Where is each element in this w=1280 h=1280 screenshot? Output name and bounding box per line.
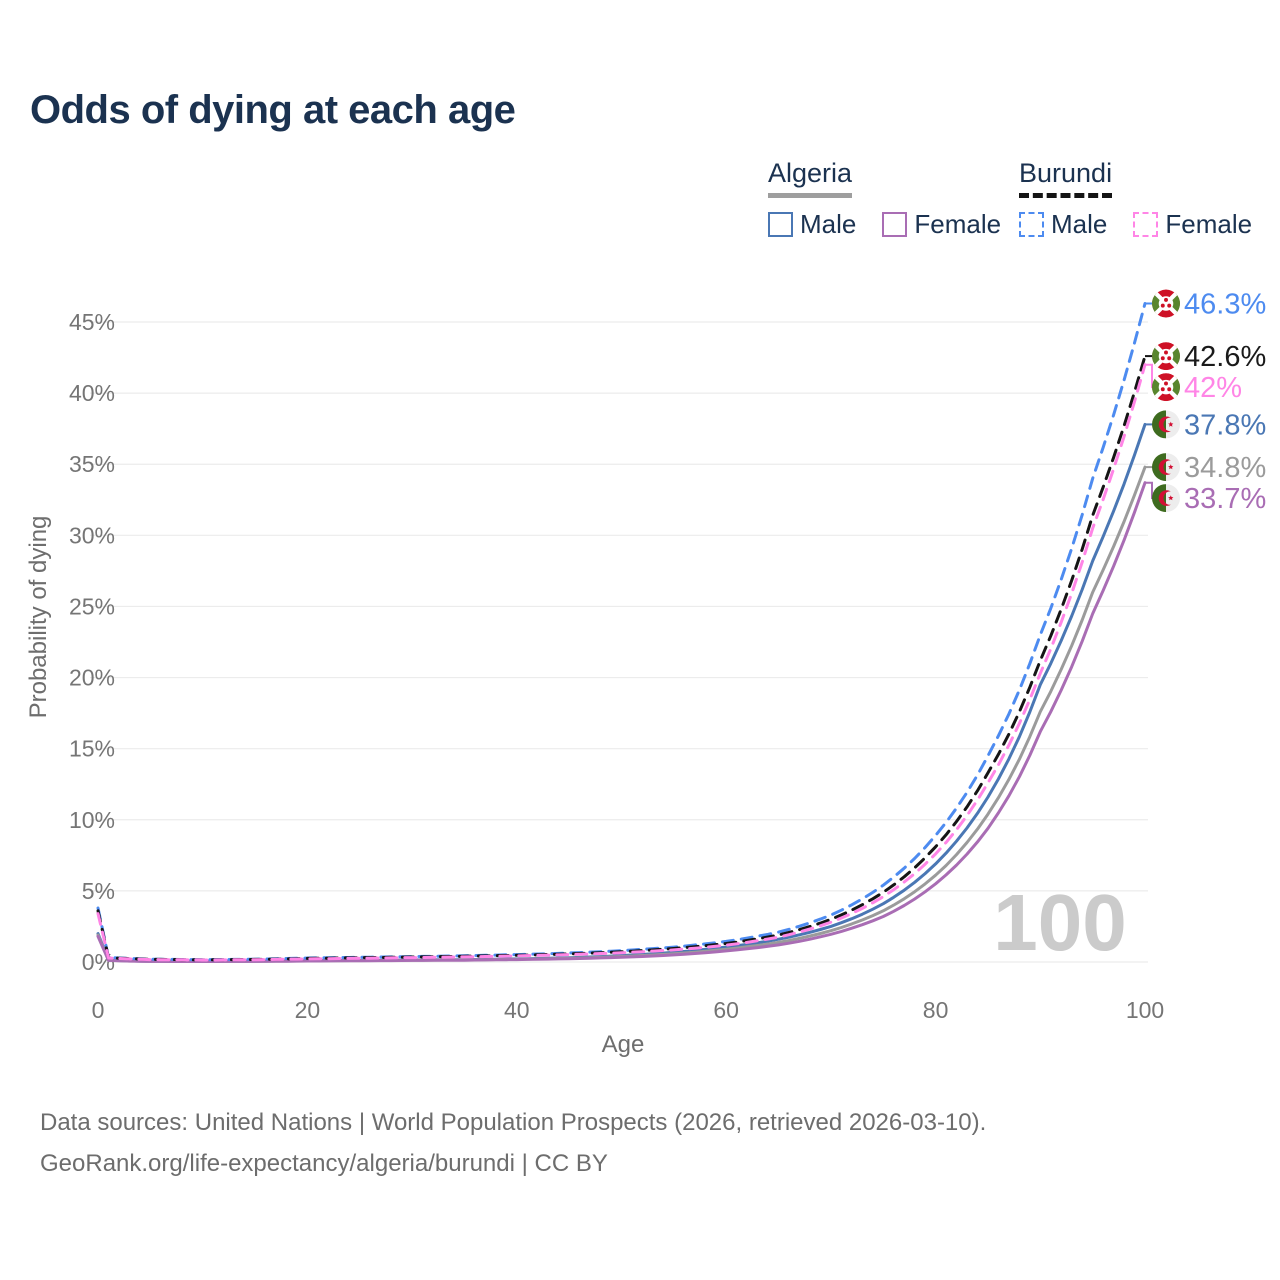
burundi-female-swatch-icon[interactable] <box>1133 212 1159 237</box>
y-tick-label: 30% <box>69 522 115 548</box>
x-axis-label: Age <box>602 1031 645 1058</box>
legend-label-burundi-female: Female <box>1165 209 1253 239</box>
legend-country-algeria: Algeria <box>768 158 853 198</box>
y-tick-label: 10% <box>69 807 115 833</box>
algeria-male-swatch-icon[interactable] <box>768 212 793 237</box>
y-tick-label: 40% <box>69 380 115 406</box>
y-tick-label: 20% <box>69 665 115 691</box>
end-label-algeria_male: 37.8% <box>1184 409 1266 441</box>
end-label-algeria_female: 33.7% <box>1184 483 1266 515</box>
y-tick-label: 45% <box>69 309 115 335</box>
x-tick-label: 0 <box>92 997 105 1023</box>
x-tick-label: 80 <box>923 997 949 1023</box>
x-tick-label: 100 <box>1126 997 1164 1023</box>
legend-country-burundi: Burundi <box>1019 158 1113 198</box>
end-label-algeria_total: 34.8% <box>1184 452 1266 484</box>
page-title: Odds of dying at each age <box>30 88 516 132</box>
burundi-flag-icon <box>1152 289 1180 318</box>
footer: Data sources: United Nations | World Pop… <box>40 1102 986 1184</box>
y-tick-label: 0% <box>82 949 115 975</box>
algeria-flag-icon <box>1152 484 1180 513</box>
legend: Algeria Male Female Burundi Male Female <box>0 158 1280 258</box>
series-line-algeria_female[interactable] <box>96 481 1147 963</box>
y-tick-label: 35% <box>69 451 115 477</box>
x-tick-label: 40 <box>504 997 530 1023</box>
age-counter-watermark: 100 <box>993 878 1126 967</box>
series-line-algeria_male[interactable] <box>96 422 1147 963</box>
legend-label-algeria-male: Male <box>800 209 857 239</box>
series-line-burundi_female[interactable] <box>96 363 1147 962</box>
footer-attribution-line: GeoRank.org/life-expectancy/algeria/buru… <box>40 1150 608 1177</box>
legend-item-burundi-male[interactable]: Male <box>1019 209 1107 240</box>
algeria-flag-icon <box>1152 453 1180 482</box>
y-tick-label: 15% <box>69 736 115 762</box>
x-tick-label: 20 <box>295 997 321 1023</box>
legend-items-burundi: Male Female <box>1019 209 1252 240</box>
end-label-burundi_male: 46.3% <box>1184 289 1266 321</box>
algeria-female-swatch-icon[interactable] <box>882 212 908 237</box>
footer-sources-line: Data sources: United Nations | World Pop… <box>40 1109 987 1136</box>
end-label-burundi_female: 42% <box>1184 372 1242 404</box>
legend-label-algeria-female: Female <box>914 209 1002 239</box>
end-label-burundi_total: 42.6% <box>1184 341 1266 373</box>
x-tick-label: 60 <box>713 997 739 1023</box>
burundi-flag-icon <box>1152 342 1180 371</box>
series-line-algeria_total[interactable] <box>96 465 1147 963</box>
burundi-male-swatch-icon[interactable] <box>1019 212 1044 237</box>
burundi-flag-icon <box>1152 373 1180 402</box>
series-line-burundi_male[interactable] <box>96 302 1147 962</box>
legend-item-algeria-female[interactable]: Female <box>882 209 1001 240</box>
legend-group-algeria: Algeria Male Female <box>768 158 1001 240</box>
y-tick-label: 5% <box>82 878 115 904</box>
legend-label-burundi-male: Male <box>1051 209 1108 239</box>
legend-group-burundi: Burundi Male Female <box>1019 158 1252 240</box>
series-line-burundi_total[interactable] <box>96 354 1147 962</box>
y-tick-label: 25% <box>69 593 115 619</box>
legend-item-algeria-male[interactable]: Male <box>768 209 856 240</box>
y-axis-label: Probability of dying <box>25 516 52 719</box>
legend-items-algeria: Male Female <box>768 209 1001 240</box>
algeria-flag-icon <box>1152 410 1180 439</box>
legend-item-burundi-female[interactable]: Female <box>1133 209 1252 240</box>
